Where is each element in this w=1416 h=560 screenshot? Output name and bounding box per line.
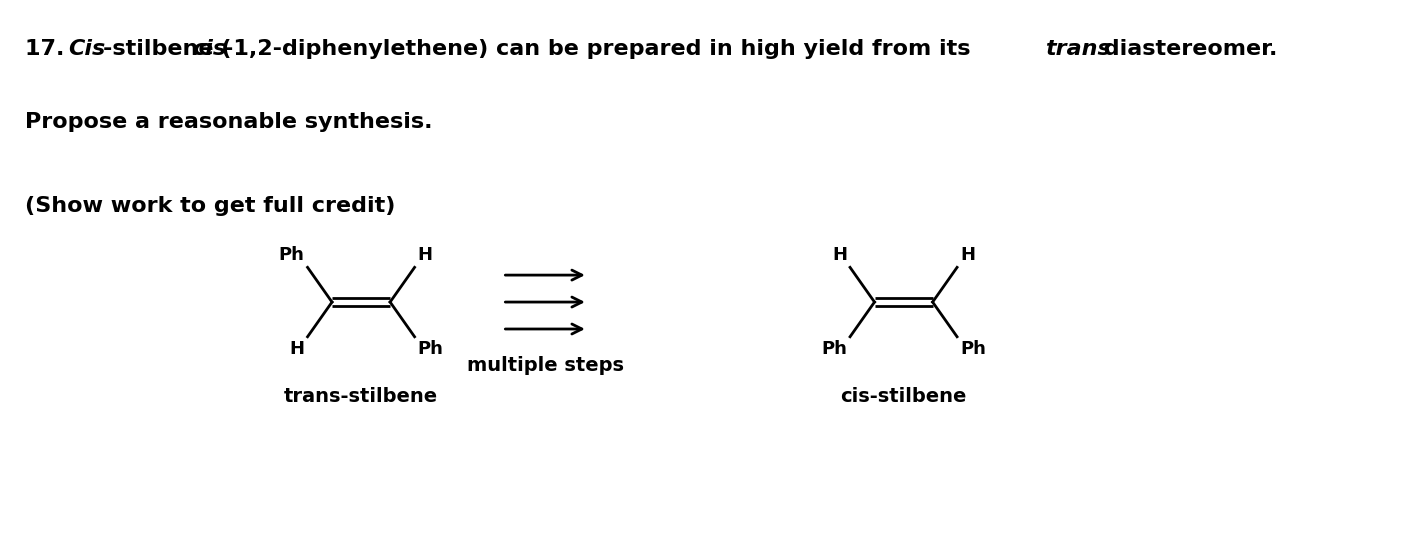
- Text: (Show work to get full credit): (Show work to get full credit): [25, 196, 396, 216]
- Text: cis-stilbene: cis-stilbene: [840, 387, 967, 406]
- Text: -1,2-diphenylethene) can be prepared in high yield from its: -1,2-diphenylethene) can be prepared in …: [224, 39, 978, 59]
- Text: H: H: [833, 246, 847, 264]
- Text: H: H: [418, 246, 433, 264]
- Text: -stilbene (: -stilbene (: [103, 39, 232, 59]
- Text: H: H: [289, 340, 304, 358]
- Text: Cis: Cis: [68, 39, 105, 59]
- Text: Ph: Ph: [279, 246, 304, 264]
- Text: Ph: Ph: [960, 340, 986, 358]
- Text: 17.: 17.: [25, 39, 72, 59]
- Text: diastereomer.: diastereomer.: [1096, 39, 1277, 59]
- Text: Ph: Ph: [418, 340, 443, 358]
- Text: trans: trans: [1045, 39, 1110, 59]
- Text: trans-stilbene: trans-stilbene: [285, 387, 438, 406]
- Text: cis: cis: [193, 39, 227, 59]
- Text: Ph: Ph: [821, 340, 847, 358]
- Text: H: H: [960, 246, 976, 264]
- Text: Propose a reasonable synthesis.: Propose a reasonable synthesis.: [25, 112, 433, 132]
- Text: multiple steps: multiple steps: [467, 356, 623, 375]
